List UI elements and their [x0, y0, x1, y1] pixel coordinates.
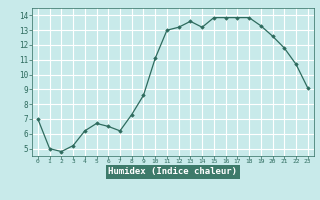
X-axis label: Humidex (Indice chaleur): Humidex (Indice chaleur) [108, 167, 237, 176]
